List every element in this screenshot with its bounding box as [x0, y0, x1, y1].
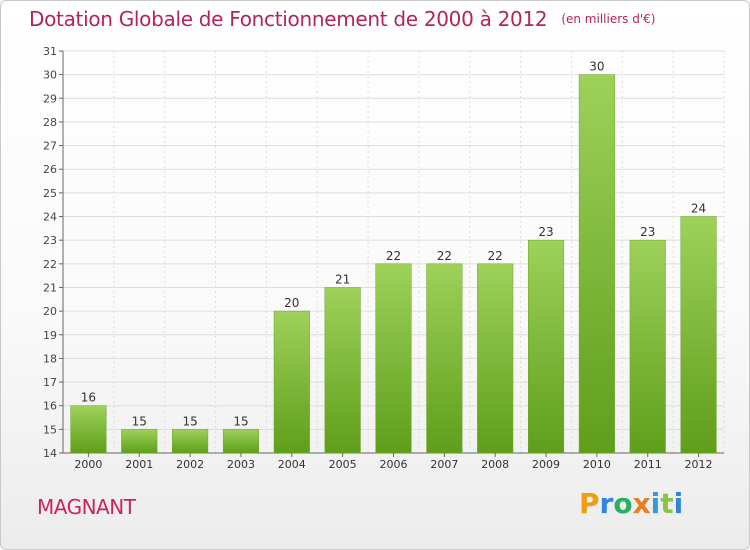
y-tick-label: 21: [43, 281, 57, 294]
data-label: 22: [488, 249, 503, 263]
x-tick-label: 2002: [176, 458, 204, 471]
data-label: 15: [233, 414, 248, 428]
bar-2006: [375, 263, 412, 454]
y-tick-label: 20: [43, 305, 57, 318]
bar-2007: [426, 263, 463, 454]
bars: [70, 74, 717, 454]
y-tick-label: 19: [43, 329, 57, 342]
logo-letter: o: [613, 487, 633, 520]
x-tick-label: 2001: [125, 458, 153, 471]
labels: 16 2000 15 2001 15 2002 15 2003 20 2004 21 2005 22 20…: [74, 60, 712, 471]
bar-2010: [578, 74, 615, 454]
bar-2005: [324, 287, 361, 454]
y-tick-label: 30: [43, 69, 57, 82]
logo-letter: t: [660, 487, 674, 520]
chart-title-text: Dotation Globale de Fonctionnement de 20…: [29, 7, 548, 31]
x-tick-label: 2005: [329, 458, 357, 471]
data-label: 16: [81, 391, 96, 405]
bar-2012: [680, 216, 717, 454]
bar-2004: [273, 310, 310, 454]
x-tick-label: 2011: [634, 458, 662, 471]
bar-2001: [121, 429, 158, 454]
bar-2002: [172, 429, 209, 454]
y-tick-label: 24: [43, 211, 57, 224]
logo-letter: i: [650, 487, 661, 520]
logo-letter: i: [673, 487, 684, 520]
bar-2000: [70, 405, 107, 454]
y-tick-label: 23: [43, 234, 57, 247]
data-label: 23: [640, 225, 655, 239]
logo-letter: x: [632, 487, 651, 520]
y-tick-label: 28: [43, 116, 57, 129]
data-label: 15: [182, 414, 197, 428]
bar-2009: [527, 239, 565, 454]
x-tick-label: 2012: [685, 458, 713, 471]
x-tick-label: 2006: [380, 458, 408, 471]
x-tick-label: 2008: [481, 458, 509, 471]
bar-2011: [629, 239, 666, 454]
bar-2003: [222, 429, 260, 454]
x-tick-label: 2000: [74, 458, 102, 471]
x-tick-label: 2009: [532, 458, 560, 471]
x-tick-label: 2010: [583, 458, 611, 471]
data-label: 24: [691, 202, 706, 216]
x-tick-label: 2007: [430, 458, 458, 471]
y-tick-label: 15: [43, 423, 57, 436]
y-tick-label: 29: [43, 92, 57, 105]
bar-2008: [477, 263, 514, 454]
data-label: 30: [589, 60, 604, 74]
y-tick-label: 27: [43, 140, 57, 153]
y-tick-label: 26: [43, 163, 57, 176]
y-tick-label: 22: [43, 258, 57, 271]
data-label: 22: [386, 249, 401, 263]
chart-title: Dotation Globale de Fonctionnement de 20…: [29, 7, 655, 31]
x-tick-label: 2003: [227, 458, 255, 471]
y-tick-label: 18: [43, 352, 57, 365]
data-label: 23: [538, 225, 553, 239]
proxiti-logo[interactable]: Proxiti: [579, 487, 683, 520]
data-label: 22: [437, 249, 452, 263]
y-tick-label: 16: [43, 400, 57, 413]
y-tick-label: 14: [43, 447, 57, 460]
data-label: 20: [284, 296, 299, 310]
y-tick-label: 17: [43, 376, 57, 389]
x-tick-label: 2004: [278, 458, 306, 471]
logo-letter: r: [599, 487, 614, 520]
data-label: 15: [132, 414, 147, 428]
data-label: 21: [335, 272, 350, 286]
y-tick-label: 31: [43, 45, 57, 58]
chart-unit-note: (en milliers d'€): [561, 12, 656, 26]
y-tick-label: 25: [43, 187, 57, 200]
commune-name: MAGNANT: [37, 495, 136, 519]
logo-letter: P: [579, 487, 600, 520]
